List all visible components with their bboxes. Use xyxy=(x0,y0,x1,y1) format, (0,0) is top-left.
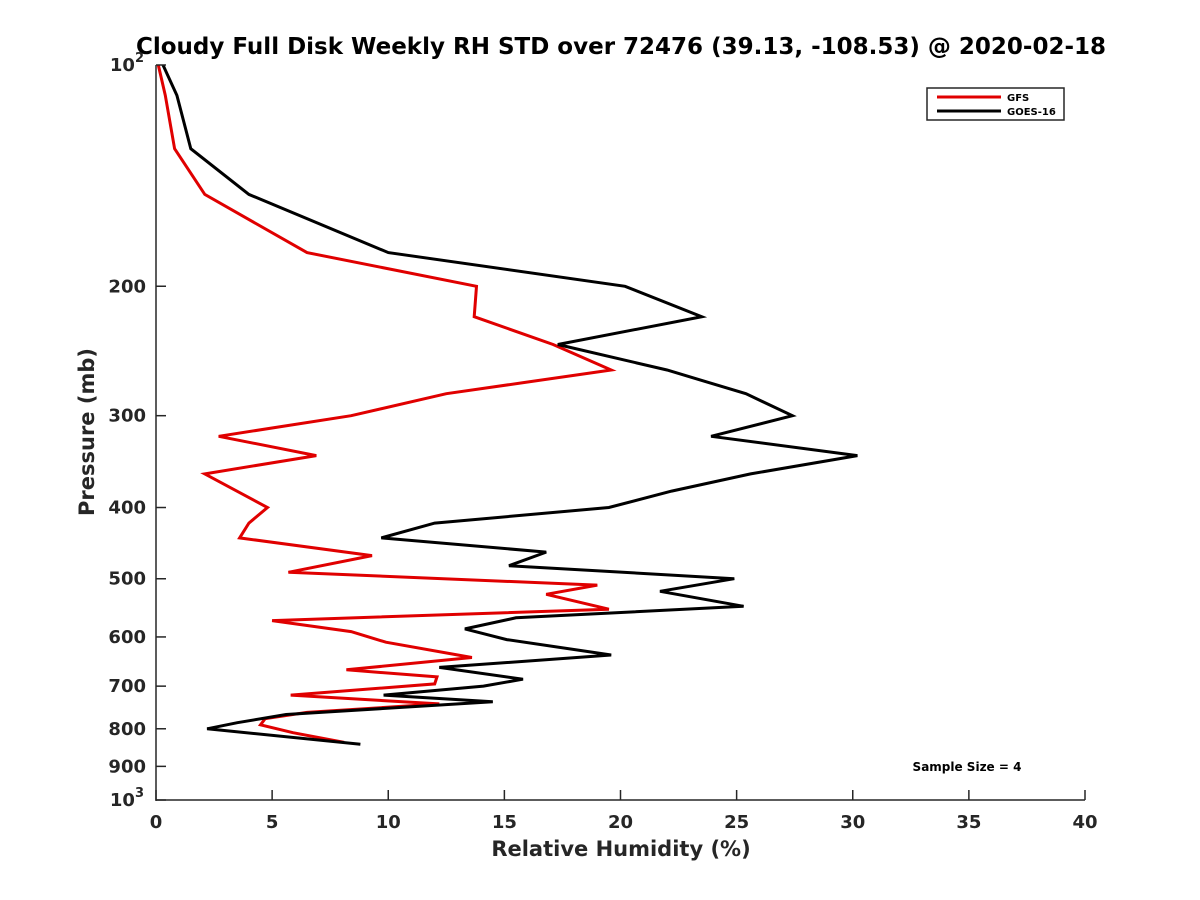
y-tick-label-0: 102 xyxy=(110,51,144,76)
plot-area: 0 5 10 15 20 25 30 35 40 102 200 300 400 500 600 700 800… xyxy=(108,51,1097,833)
y-axis-label: Pressure (mb) xyxy=(75,348,99,516)
sample-size-annotation: Sample Size = 4 xyxy=(913,760,1022,774)
y-tick-label-8: 900 xyxy=(108,756,146,777)
chart-title: Cloudy Full Disk Weekly RH STD over 7247… xyxy=(136,34,1106,60)
x-tick-label-4: 20 xyxy=(608,812,633,833)
x-axis-label: Relative Humidity (%) xyxy=(491,837,750,861)
legend-label-1: GOES-16 xyxy=(1007,107,1056,118)
series-line-0 xyxy=(156,64,617,744)
legend-box xyxy=(926,87,1065,121)
y-tick-label-1: 200 xyxy=(108,276,146,297)
x-tick-label-8: 40 xyxy=(1072,812,1097,833)
x-tick-label-2: 10 xyxy=(376,812,401,833)
x-tick-label-7: 35 xyxy=(956,812,981,833)
x-tick-label-3: 15 xyxy=(492,812,517,833)
y-tick-label-9: 103 xyxy=(110,786,144,811)
y-tick-label-6: 700 xyxy=(108,676,146,697)
x-tick-label-1: 5 xyxy=(266,812,279,833)
y-tick-label-2: 300 xyxy=(108,406,146,427)
x-tick-label-6: 30 xyxy=(840,812,865,833)
legend: GFS GOES-16 xyxy=(926,87,1065,121)
y-tick-label-4: 500 xyxy=(108,569,146,590)
legend-label-0: GFS xyxy=(1007,93,1029,104)
y-tick-label-7: 800 xyxy=(108,719,146,740)
x-tick-label-5: 25 xyxy=(724,812,749,833)
y-tick-label-5: 600 xyxy=(108,627,146,648)
x-tick-label-0: 0 xyxy=(150,812,163,833)
series-line-1 xyxy=(161,64,858,746)
y-tick-label-3: 400 xyxy=(108,498,146,519)
